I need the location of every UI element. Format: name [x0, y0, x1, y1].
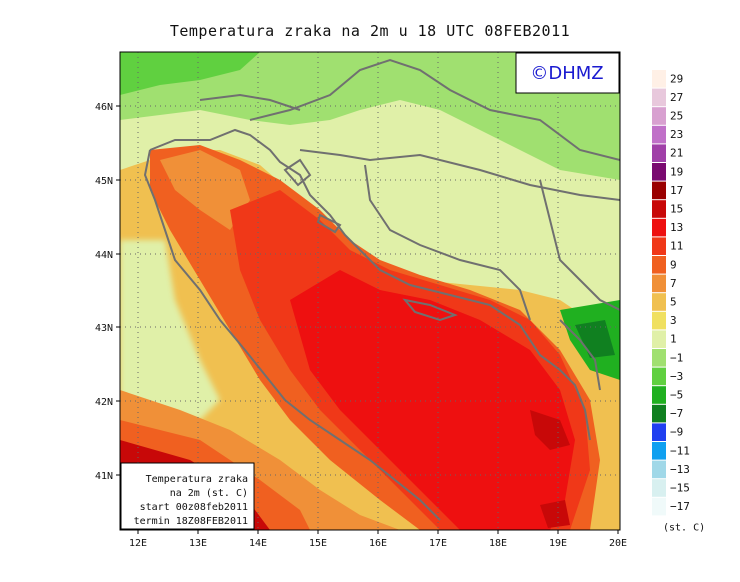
lat-label: 43N — [95, 323, 113, 334]
colorbar-label: 5 — [670, 296, 677, 309]
lon-label: 17E — [429, 538, 447, 549]
colorbar-swatch — [652, 256, 666, 274]
coastlines — [143, 58, 620, 521]
lat-label: 42N — [95, 397, 113, 408]
lat-label: 46N — [95, 102, 113, 113]
colorbar-swatch — [652, 479, 666, 497]
lon-label: 20E — [609, 538, 627, 549]
colorbar-swatch — [652, 330, 666, 348]
colorbar-swatch — [652, 107, 666, 125]
colorbar-swatch — [652, 293, 666, 311]
colorbar-swatch — [652, 125, 666, 144]
lat-label: 44N — [95, 250, 113, 261]
colorbar-swatch — [652, 311, 666, 330]
lon-label: 13E — [189, 538, 207, 549]
axis-ticks — [116, 105, 619, 534]
info-line: na 2m (st. C) — [170, 488, 248, 499]
colorbar-label: 23 — [670, 128, 683, 141]
colorbar-swatch — [652, 497, 666, 516]
colorbar-swatch — [652, 423, 666, 441]
info-line: termin 18Z08FEB2011 — [134, 516, 248, 527]
colorbar: 29 27 25 23 21 19 17 15 13 11 9 7 5 3 1 −1 −3 −5 −7 −9 −11 −1… — [652, 70, 705, 533]
colorbar-label: −7 — [670, 407, 683, 420]
colorbar-label: −15 — [670, 482, 690, 495]
colorbar-label: −9 — [670, 426, 683, 439]
plot-frame — [119, 51, 621, 531]
colorbar-label: 29 — [670, 72, 683, 85]
colorbar-label: 11 — [670, 240, 683, 253]
graticule — [120, 52, 620, 530]
info-line: Temperatura zraka — [146, 474, 248, 485]
colorbar-label: −13 — [670, 463, 690, 476]
lon-label: 18E — [489, 538, 507, 549]
lon-label: 14E — [249, 538, 267, 549]
colorbar-swatch — [652, 367, 666, 386]
colorbar-swatch — [652, 88, 666, 107]
colorbar-label: −5 — [670, 389, 683, 402]
colorbar-label: 7 — [670, 277, 677, 290]
colorbar-label: 9 — [670, 258, 677, 271]
colorbar-swatch — [652, 386, 666, 404]
colorbar-label: −1 — [670, 351, 683, 364]
info-box: Temperatura zraka na 2m (st. C) start 00… — [120, 462, 255, 530]
lon-label: 16E — [369, 538, 387, 549]
lon-label: 12E — [129, 538, 147, 549]
info-line: start 00z08feb2011 — [140, 502, 248, 513]
colorbar-label: 27 — [670, 91, 683, 104]
lat-label: 41N — [95, 471, 113, 482]
lon-label: 15E — [309, 538, 327, 549]
colorbar-swatch — [652, 70, 666, 88]
colorbar-unit: (st. C) — [663, 522, 705, 533]
colorbar-swatch — [652, 442, 666, 460]
colorbar-label: 25 — [670, 110, 683, 123]
longitude-labels: 12E 13E 14E 15E 16E 17E 18E 19E 20E — [129, 538, 627, 549]
colorbar-label: 15 — [670, 203, 683, 216]
dhmz-logo: ©DHMZ — [515, 52, 620, 94]
lon-label: 19E — [549, 538, 567, 549]
map-title: Temperatura zraka na 2m u 18 UTC 08FEB20… — [169, 22, 571, 40]
colorbar-swatch — [652, 181, 666, 200]
colorbar-swatch — [652, 404, 666, 423]
colorbar-label: 21 — [670, 147, 683, 160]
colorbar-swatch — [652, 274, 666, 293]
colorbar-label: −3 — [670, 370, 683, 383]
colorbar-label: −17 — [670, 500, 690, 513]
colorbar-swatch — [652, 163, 666, 181]
colorbar-label: 13 — [670, 221, 683, 234]
latitude-labels: 46N 45N 44N 43N 42N 41N — [95, 102, 113, 482]
colorbar-swatch — [652, 460, 666, 479]
colorbar-label: 17 — [670, 184, 683, 197]
colorbar-label: 1 — [670, 333, 677, 346]
colorbar-swatch — [652, 144, 666, 162]
colorbar-label: 19 — [670, 165, 683, 178]
logo-text: ©DHMZ — [530, 63, 603, 84]
colorbar-swatch — [652, 218, 666, 237]
colorbar-label: −11 — [670, 444, 690, 457]
colorbar-swatch — [652, 200, 666, 218]
colorbar-swatch — [652, 237, 666, 255]
colorbar-label: 3 — [670, 314, 677, 327]
lat-label: 45N — [95, 176, 113, 187]
colorbar-swatch — [652, 349, 666, 367]
